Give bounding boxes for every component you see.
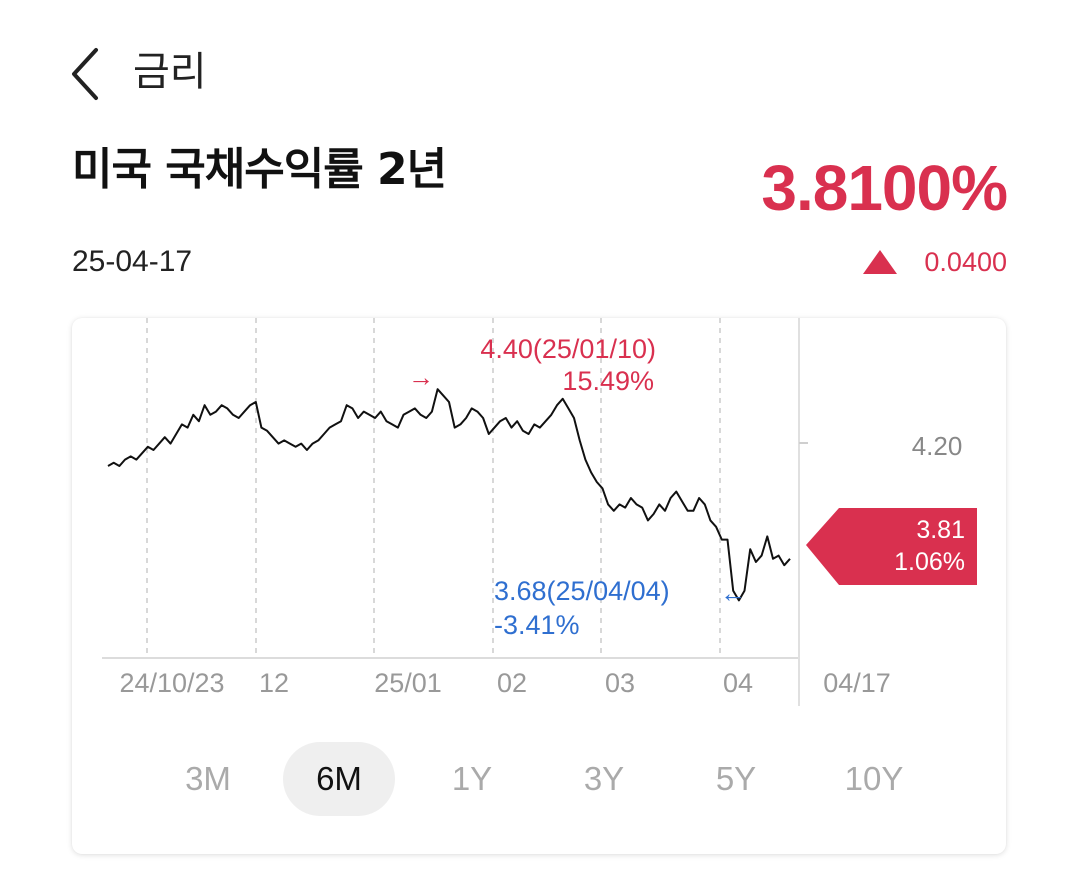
high-change-pct: 15.49% xyxy=(562,366,654,396)
x-tick-label: 03 xyxy=(605,668,635,698)
high-arrow-icon: → xyxy=(408,362,434,392)
x-tick-label: 04/17 xyxy=(823,668,891,698)
series-line xyxy=(107,388,791,602)
low-marker: 3.68(25/04/04) -3.41% ← xyxy=(494,576,746,640)
current-tag-value: 3.81 xyxy=(916,516,965,544)
price-change: 0.0400 xyxy=(862,244,1007,280)
triangle-up-icon xyxy=(863,250,898,274)
chart-grid xyxy=(146,318,721,658)
period-tab-5y[interactable]: 5Y xyxy=(715,760,757,797)
period-selector: 3M 6M 1Y 3Y 5Y 10Y xyxy=(136,738,936,818)
x-tick-label: 24/10/23 xyxy=(119,668,224,698)
low-label: 3.68(25/04/04) xyxy=(494,576,670,606)
yield-line-chart[interactable]: 4.20 24/10/23 12 25/01 02 03 04 04/17 → 4.40(2… xyxy=(72,318,1006,718)
period-tab-3y[interactable]: 3Y xyxy=(583,760,625,797)
x-tick-label: 12 xyxy=(259,668,289,698)
back-button[interactable] xyxy=(60,44,120,104)
low-change-pct: -3.41% xyxy=(494,610,580,640)
high-label: 4.40(25/01/10) xyxy=(480,334,656,364)
x-tick-label: 25/01 xyxy=(374,668,442,698)
nav-title: 금리 xyxy=(133,49,207,95)
y-tick-label: 4.20 xyxy=(912,431,963,461)
period-tab-3m[interactable]: 3M xyxy=(185,760,231,797)
x-tick-label: 02 xyxy=(497,668,527,698)
period-tab-10y[interactable]: 10Y xyxy=(844,760,904,797)
current-tag-change: 1.06% xyxy=(894,548,965,576)
period-tab-6m[interactable]: 6M xyxy=(283,742,395,816)
x-tick-label: 04 xyxy=(723,668,753,698)
chart-card: 4.20 24/10/23 12 25/01 02 03 04 04/17 → 4.40(2… xyxy=(72,318,1006,854)
period-tab-1y[interactable]: 1Y xyxy=(451,760,493,797)
current-value-tag: 3.81 1.06% xyxy=(806,508,977,585)
quote-date: 25-04-17 xyxy=(72,245,193,278)
price-change-value: 0.0400 xyxy=(924,247,1007,277)
high-marker: → 4.40(25/01/10) 15.49% xyxy=(408,334,656,396)
chevron-left-icon xyxy=(72,48,98,100)
instrument-name: 미국 국채수익률 2년 xyxy=(72,144,447,195)
current-price: 3.8100% xyxy=(761,152,1008,224)
low-arrow-icon: ← xyxy=(720,578,746,608)
x-axis-ticks: 24/10/23 12 25/01 02 03 04 04/17 xyxy=(119,668,890,698)
current-tag-shape xyxy=(806,508,977,585)
